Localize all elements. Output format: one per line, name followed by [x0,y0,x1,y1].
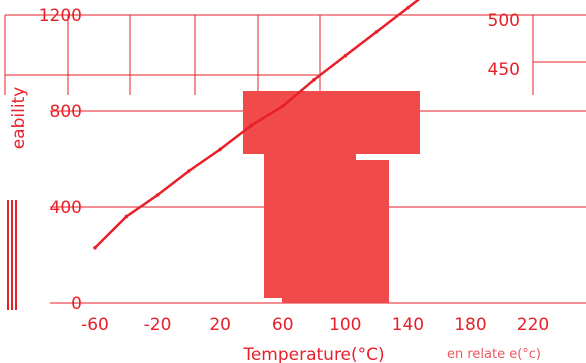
y-axis-title: eability [9,87,29,150]
x-tick-label: -20 [144,315,172,335]
y2-tick-label: 500 [488,11,520,31]
x-tick-label: 180 [454,315,486,335]
data-point [374,30,379,34]
y2-tick-label: 450 [488,60,520,80]
tick-labels: -60 -20 20 60 100 140 180 220 0 400 800 1200 500 450 [39,6,549,335]
data-point [187,169,191,173]
red-block [282,160,389,303]
data-point [249,123,254,128]
data-point [218,147,222,152]
data-point [93,246,97,250]
y-tick-label: 400 [50,198,82,218]
series-layer [93,0,421,250]
data-point [155,193,160,197]
data-point [343,54,348,58]
y-tick-label: 800 [50,102,82,122]
x-tick-label: 20 [209,315,231,335]
data-point [280,104,285,108]
x-axis-title: Temperature(°C) [242,345,384,363]
x-tick-label: 220 [517,315,549,335]
overlay-blocks [243,91,420,303]
red-block [243,91,420,154]
data-point [406,6,410,10]
y-tick-label: 0 [71,294,82,314]
x-tick-label: 100 [329,315,361,335]
x-tick-label: -60 [81,315,109,335]
red-block [326,154,356,160]
x-tick-label: 60 [272,315,294,335]
data-point [124,214,129,219]
bottom-right-label: en relate e(°c) [447,347,541,362]
y-tick-label: 1200 [39,6,82,26]
x-tick-label: 140 [392,315,424,335]
data-point [312,78,316,82]
